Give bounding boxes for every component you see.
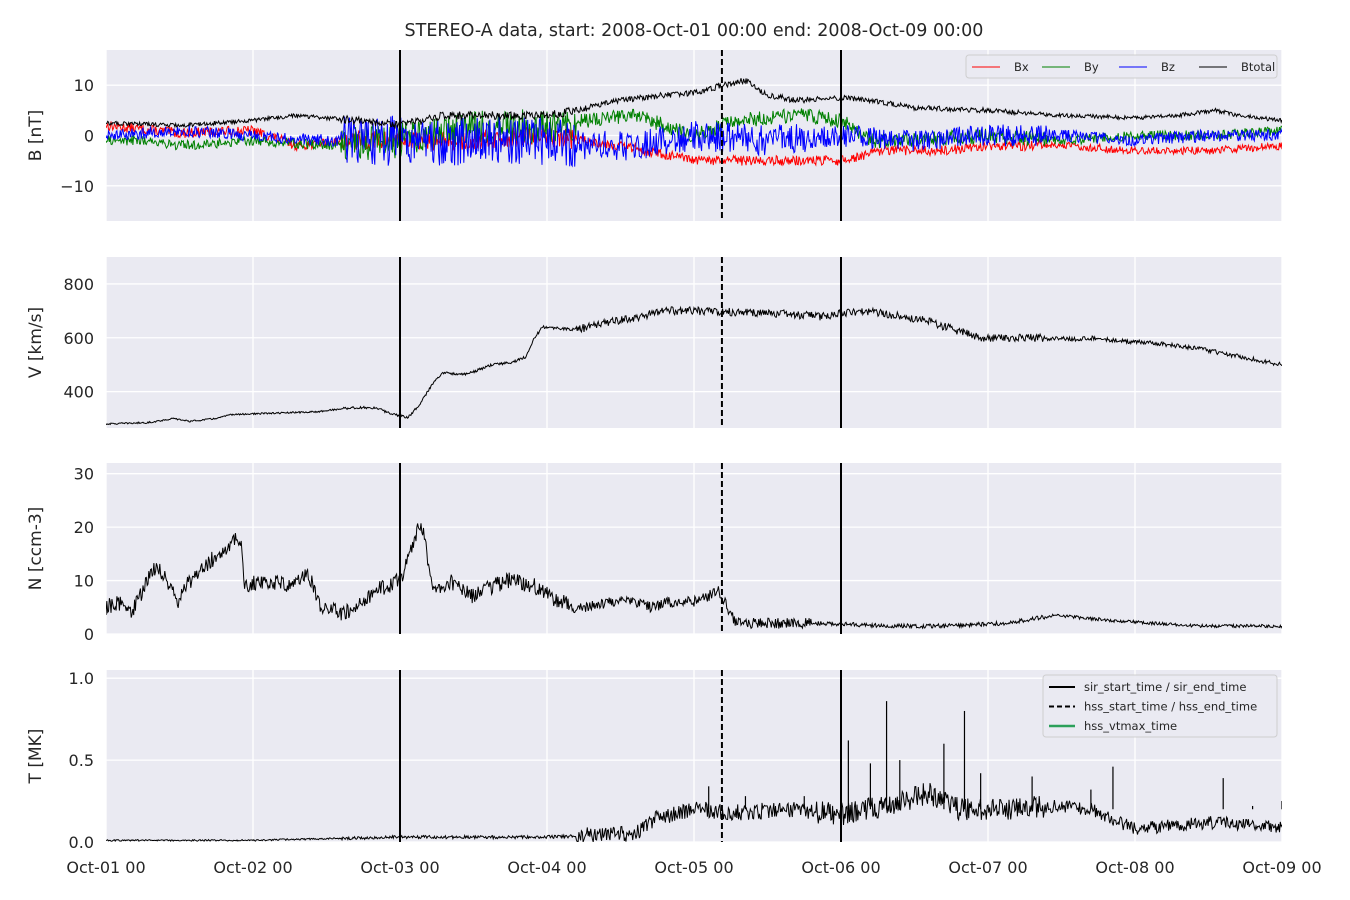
y-tick-label: 400 <box>63 383 94 402</box>
plot-area <box>106 523 1282 630</box>
plot-area <box>106 305 1282 426</box>
x-tick-label: Oct-02 00 <box>213 858 292 877</box>
panel-1: −10 0 10 B [nT] Bx By Bz Btotal <box>26 50 1283 221</box>
y-tick-label: 0.0 <box>69 833 94 852</box>
legend-label-by: By <box>1084 60 1099 74</box>
y-tick-label: 0 <box>84 127 94 146</box>
x-tick-label: Oct-01 00 <box>66 858 145 877</box>
panels: −10 0 10 B [nT] Bx By Bz Btotal 400 600 800 V [km/s… <box>26 50 1322 877</box>
x-tick-label: Oct-09 00 <box>1242 858 1321 877</box>
x-tick-label: Oct-07 00 <box>948 858 1027 877</box>
legend-label-bz: Bz <box>1161 60 1175 74</box>
series-line-btotal <box>106 78 1282 129</box>
y-axis-label: V [km/s] <box>26 307 46 378</box>
legend-label-2: hss_start_time / hss_end_time <box>1084 700 1257 714</box>
series-line-bz <box>106 115 1282 168</box>
y-tick-label: 0.5 <box>69 751 94 770</box>
y-axis-label: B [nT] <box>26 110 46 162</box>
legend-events: sir_start_time / sir_end_time hss_start_t… <box>1042 674 1278 738</box>
legend-label-3: hss_vtmax_time <box>1084 719 1177 733</box>
panel-4: 0.0 0.5 1.0 T [MK] Oct-01 00 Oct-02 00 Oct-03 … <box>26 669 1322 877</box>
y-tick-label: 10 <box>74 572 94 591</box>
x-tick-label: Oct-08 00 <box>1095 858 1174 877</box>
legend-label-bx: Bx <box>1014 60 1029 74</box>
series-line-value <box>106 305 1282 426</box>
y-tick-label: 20 <box>74 518 94 537</box>
y-axis-label: N [ccm-3] <box>26 507 46 591</box>
panel-2: 400 600 800 V [km/s] <box>26 257 1283 428</box>
y-tick-label: 600 <box>63 329 94 348</box>
panel-3: 0 10 20 30 N [ccm-3] <box>26 463 1283 644</box>
plot-area <box>106 701 1282 842</box>
legend-label-1: sir_start_time / sir_end_time <box>1084 680 1246 694</box>
y-axis-label: T [MK] <box>26 729 46 785</box>
x-tick-label: Oct-06 00 <box>801 858 880 877</box>
legend-b: Bx By Bz Btotal <box>965 54 1278 79</box>
x-tick-label: Oct-05 00 <box>654 858 733 877</box>
legend-label-btotal: Btotal <box>1241 60 1275 74</box>
figure-title: STEREO-A data, start: 2008-Oct-01 00:00 … <box>405 21 984 41</box>
y-tick-label: 30 <box>74 465 94 484</box>
series-line-value <box>106 782 1282 842</box>
x-tick-label: Oct-03 00 <box>360 858 439 877</box>
y-tick-label: −10 <box>60 177 94 196</box>
x-tick-label: Oct-04 00 <box>507 858 586 877</box>
y-tick-label: 0 <box>84 625 94 644</box>
series-line-value <box>106 523 1282 630</box>
y-tick-label: 800 <box>63 275 94 294</box>
y-tick-label: 1.0 <box>69 669 94 688</box>
plot-area <box>106 78 1282 168</box>
y-tick-label: 10 <box>74 76 94 95</box>
